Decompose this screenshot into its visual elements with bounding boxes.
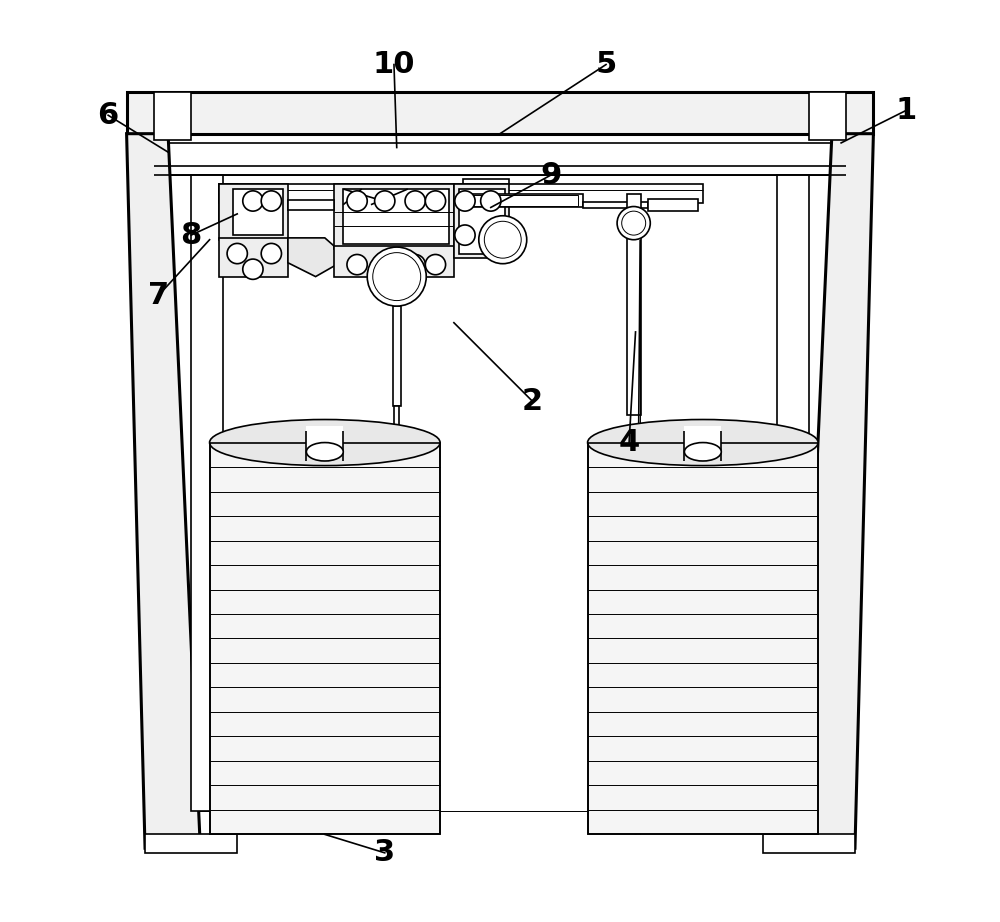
Circle shape xyxy=(375,254,395,275)
Ellipse shape xyxy=(306,443,343,461)
Bar xyxy=(127,92,873,134)
Bar xyxy=(306,426,343,454)
Circle shape xyxy=(347,191,367,211)
Circle shape xyxy=(405,191,425,211)
Bar xyxy=(684,426,721,454)
Bar xyxy=(219,238,288,277)
Text: 8: 8 xyxy=(181,220,202,250)
Bar xyxy=(459,189,505,254)
Text: 2: 2 xyxy=(522,386,543,416)
Circle shape xyxy=(617,207,650,240)
Bar xyxy=(343,189,449,244)
Bar xyxy=(191,175,223,811)
Bar xyxy=(154,143,846,175)
Circle shape xyxy=(425,254,446,275)
Bar xyxy=(454,184,509,258)
Text: 6: 6 xyxy=(98,100,119,130)
Circle shape xyxy=(243,259,263,279)
Bar xyxy=(393,306,401,406)
Bar xyxy=(809,92,846,140)
Circle shape xyxy=(481,191,501,211)
Bar xyxy=(334,246,454,277)
Circle shape xyxy=(425,191,446,211)
Bar xyxy=(219,184,703,203)
Text: 4: 4 xyxy=(618,428,640,457)
Bar xyxy=(334,184,454,249)
Text: 5: 5 xyxy=(595,50,617,79)
Bar xyxy=(219,184,288,240)
Bar xyxy=(588,443,818,834)
Circle shape xyxy=(455,225,475,245)
Circle shape xyxy=(261,243,281,264)
Circle shape xyxy=(261,191,281,211)
Bar xyxy=(461,195,578,206)
Bar xyxy=(648,199,698,211)
Polygon shape xyxy=(800,134,873,848)
Ellipse shape xyxy=(684,443,721,461)
Circle shape xyxy=(479,216,527,264)
Bar xyxy=(288,200,334,210)
Circle shape xyxy=(375,191,395,211)
Circle shape xyxy=(455,191,475,211)
Polygon shape xyxy=(127,134,200,848)
Bar xyxy=(588,443,818,834)
Bar xyxy=(777,175,809,811)
Circle shape xyxy=(243,191,263,211)
Bar xyxy=(154,175,846,811)
Bar xyxy=(394,406,399,452)
Circle shape xyxy=(405,254,425,275)
Text: 7: 7 xyxy=(148,280,169,310)
Circle shape xyxy=(373,253,421,301)
Bar xyxy=(210,443,440,834)
Bar xyxy=(210,443,440,834)
Circle shape xyxy=(367,247,426,306)
Circle shape xyxy=(484,221,521,258)
Bar xyxy=(219,184,237,221)
Circle shape xyxy=(622,211,646,235)
Bar xyxy=(154,92,191,140)
Text: 9: 9 xyxy=(540,160,561,190)
Bar xyxy=(145,834,237,853)
Text: 10: 10 xyxy=(373,50,415,79)
Circle shape xyxy=(481,225,501,245)
Bar xyxy=(627,194,641,415)
Text: 1: 1 xyxy=(895,96,916,125)
Bar xyxy=(233,189,283,235)
Bar xyxy=(459,194,583,207)
Polygon shape xyxy=(288,238,348,277)
Bar xyxy=(463,179,509,184)
Ellipse shape xyxy=(210,420,440,466)
Bar xyxy=(763,834,855,853)
Circle shape xyxy=(227,243,247,264)
Circle shape xyxy=(347,254,367,275)
Text: 3: 3 xyxy=(374,838,395,868)
Ellipse shape xyxy=(588,420,818,466)
Bar xyxy=(583,202,648,208)
